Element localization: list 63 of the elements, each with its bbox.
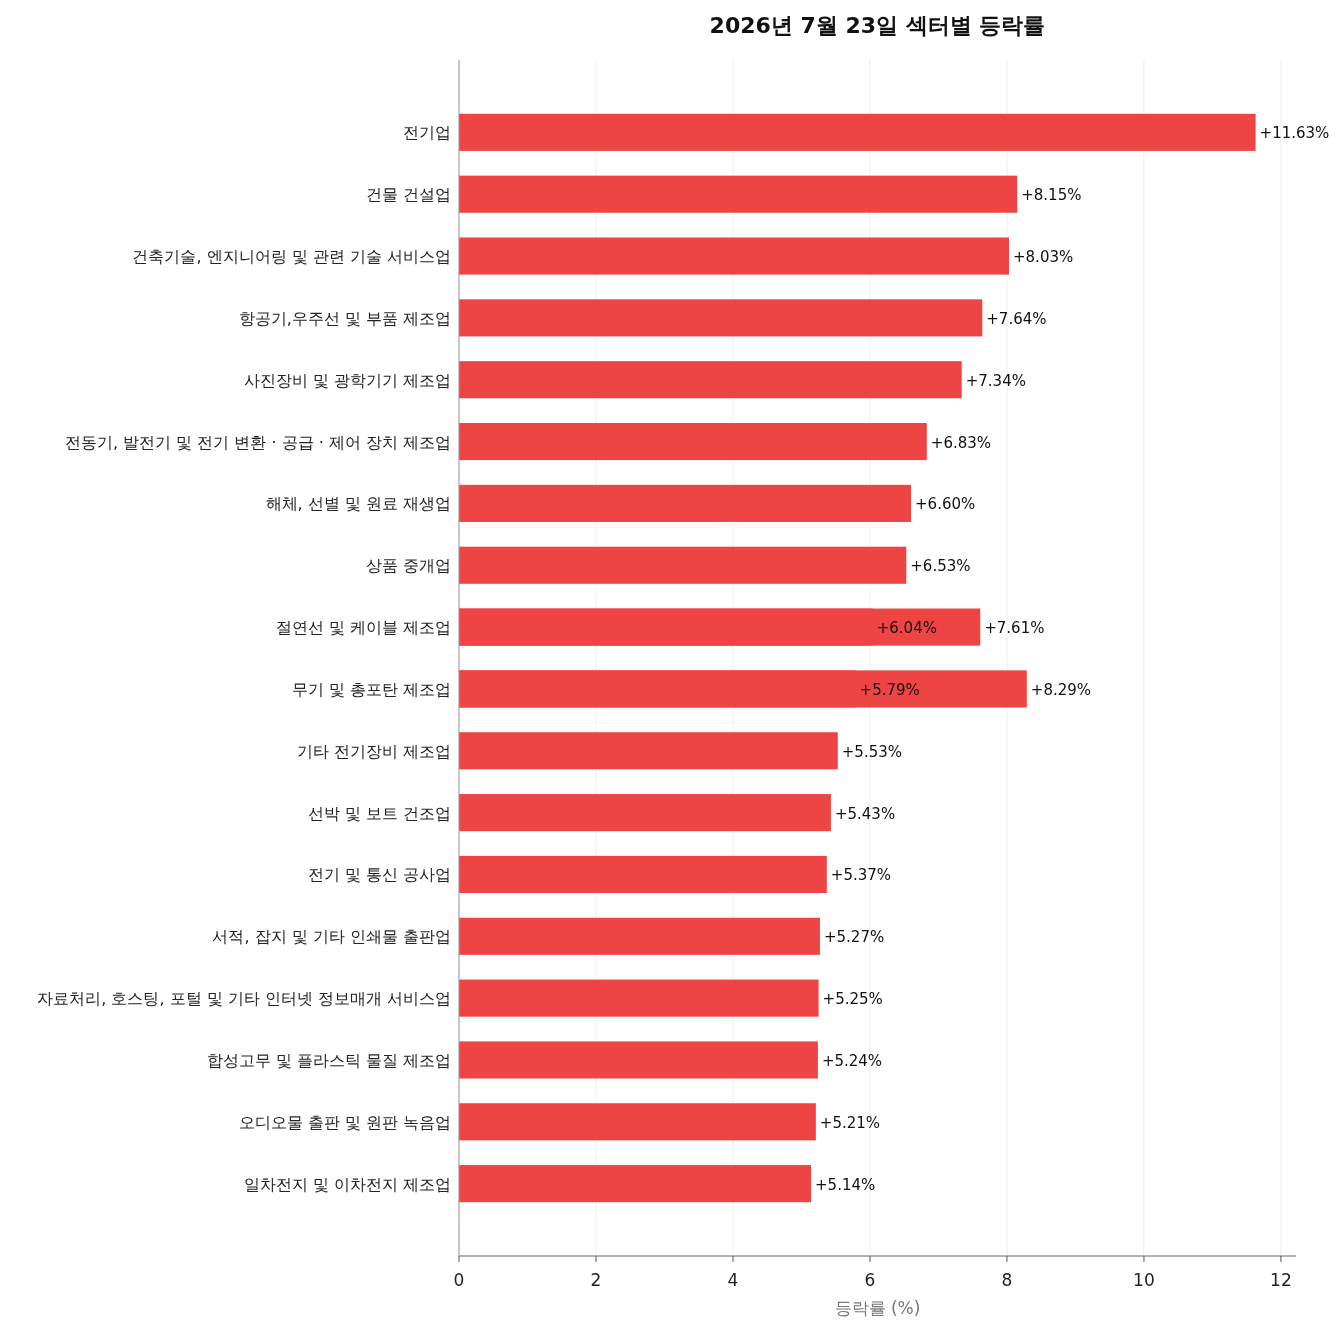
bar xyxy=(459,484,912,522)
y-tick-label: 기타 전기장비 제조업 xyxy=(296,741,451,761)
y-tick-label: 전기 및 통신 공사업 xyxy=(307,865,451,885)
bar xyxy=(459,175,1018,213)
bar xyxy=(459,113,1256,151)
y-tick-label: 사진장비 및 광학기기 제조업 xyxy=(243,370,451,390)
data-label: +7.61% xyxy=(984,619,1045,638)
x-tick-label: 12 xyxy=(1270,1270,1292,1290)
bar xyxy=(459,546,907,584)
data-label: +6.53% xyxy=(910,557,971,576)
y-tick-label: 합성고무 및 플라스틱 물질 제조업 xyxy=(206,1050,451,1070)
x-tick-label: 6 xyxy=(864,1270,876,1290)
y-tick-label: 자료처리, 호스팅, 포털 및 기타 인터넷 정보매개 서비스업 xyxy=(37,989,451,1009)
data-label: +5.14% xyxy=(815,1175,876,1194)
bar xyxy=(459,1165,812,1203)
bar xyxy=(459,423,927,461)
bar xyxy=(459,794,831,832)
y-tick-label: 오디오물 출판 및 원판 녹음업 xyxy=(238,1112,451,1132)
chart-title: 2026년 7월 23일 섹터별 등락률 xyxy=(709,13,1046,38)
y-tick-label: 선박 및 보트 건조업 xyxy=(307,803,451,823)
y-tick-label: 상품 중개업 xyxy=(365,556,451,576)
data-label: +5.25% xyxy=(822,990,883,1009)
x-tick-label: 0 xyxy=(453,1270,465,1290)
data-label: +5.27% xyxy=(823,928,885,947)
x-tick-label: 4 xyxy=(727,1270,739,1290)
data-label: +8.29% xyxy=(1030,680,1092,699)
data-label: +5.37% xyxy=(830,866,892,885)
data-label: +8.15% xyxy=(1021,186,1082,205)
bar xyxy=(459,1103,816,1141)
bar xyxy=(459,979,819,1017)
y-tick-label: 절연선 및 케이블 제조업 xyxy=(275,618,451,638)
bar xyxy=(459,299,983,337)
data-label: +5.24% xyxy=(821,1051,883,1070)
data-label: +11.63% xyxy=(1259,124,1330,143)
data-label: +8.03% xyxy=(1013,248,1074,267)
y-tick-label: 전기업 xyxy=(403,123,451,143)
y-tick-label: 해체, 선별 및 원료 재생업 xyxy=(265,494,451,514)
data-label: +5.79% xyxy=(859,680,920,699)
y-tick-label: 건축기술, 엔지니어링 및 관련 기술 서비스업 xyxy=(132,247,451,267)
y-tick-label: 전동기, 발전기 및 전기 변환 · 공급 · 제어 장치 제조업 xyxy=(64,432,451,452)
data-label: +5.43% xyxy=(834,804,896,823)
data-label: +6.04% xyxy=(876,619,937,638)
data-label: +6.60% xyxy=(915,495,976,514)
x-tick-label: 8 xyxy=(1001,1270,1013,1290)
y-tick-label: 일차전지 및 이차전지 제조업 xyxy=(243,1174,451,1194)
x-tick-label: 10 xyxy=(1133,1270,1155,1290)
y-tick-label: 항공기,우주선 및 부품 제조업 xyxy=(238,308,451,328)
data-label: +7.34% xyxy=(965,371,1026,390)
x-tick-label: 2 xyxy=(590,1270,602,1290)
bar xyxy=(459,917,820,955)
data-label: +6.83% xyxy=(930,433,992,452)
y-tick-label: 무기 및 총포탄 제조업 xyxy=(291,679,451,699)
data-label: +5.53% xyxy=(841,742,903,761)
x-axis-title: 등락률 (%) xyxy=(834,1298,921,1318)
bar xyxy=(459,1041,818,1079)
y-tick-label: 건물 건설업 xyxy=(365,185,451,205)
bar xyxy=(459,732,838,770)
bar xyxy=(459,237,1010,275)
data-label: +7.64% xyxy=(986,309,1047,328)
bar xyxy=(459,855,827,893)
bar xyxy=(459,361,962,399)
y-tick-label: 서적, 잡지 및 기타 인쇄물 출판업 xyxy=(212,927,451,947)
data-label: +5.21% xyxy=(819,1113,881,1132)
